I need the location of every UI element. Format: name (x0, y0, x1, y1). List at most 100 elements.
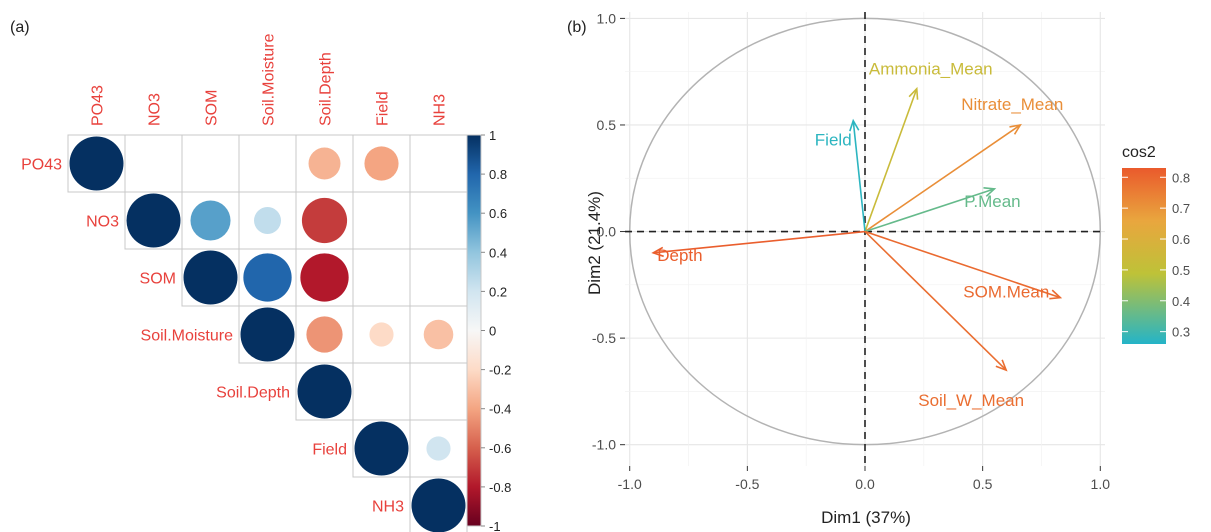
x-tick-label: 0.5 (973, 476, 993, 492)
corr-cell (409, 305, 468, 364)
arrow-nitrate-mean (864, 124, 1021, 233)
corr-circle-po43-soil-depth (308, 147, 341, 180)
x-tick-label: -0.5 (735, 476, 759, 492)
row-label-field: Field (312, 442, 347, 459)
colorbar-tick-label: 0.4 (489, 245, 507, 260)
legend-colorbar (1122, 168, 1166, 344)
x-tick-label: -1.0 (618, 476, 642, 492)
col-label-som: SOM (204, 90, 221, 126)
correlation-circles (69, 136, 466, 532)
corr-circle-som-som (183, 250, 238, 305)
corr-circle-soil-moisture-soil-depth (306, 316, 343, 353)
arrow-soil-w-mean (864, 230, 1007, 371)
arrow-som-mean (864, 230, 1061, 299)
legend-title: cos2 (1122, 144, 1156, 161)
corr-circle-soil-moisture-soil-moisture (240, 307, 295, 362)
correlation-colorbar: 1 0.8 0.6 0.4 0.2 0 -0.2 -0.4 -0.6 -0.8 -1 (466, 128, 511, 532)
arrowhead-field (849, 118, 860, 132)
panel-b-label: (b) (567, 19, 587, 36)
x-axis-title: Dim1 (37%) (821, 508, 911, 527)
corr-circle-po43-field (364, 146, 399, 181)
colorbar-tick-label: 0.6 (489, 206, 507, 221)
colorbar-tick-label: -0.2 (489, 363, 511, 378)
colorbar-tick-label: 1 (489, 128, 496, 143)
corr-cell (409, 191, 468, 250)
arrow-depth (653, 230, 866, 254)
col-label-no3: NO3 (147, 93, 164, 126)
corr-cell (409, 248, 468, 307)
pca-arrows: Ammonia_Mean Nitrate_Mean Field P.Mean Depth… (651, 60, 1063, 410)
arrow-label-p-mean: P.Mean (964, 192, 1020, 211)
colorbar-tick-label: -1 (489, 519, 501, 532)
corr-circle-som-soil-moisture (243, 253, 292, 302)
arrowhead-p-mean (983, 186, 997, 197)
col-label-nh3: NH3 (432, 94, 449, 126)
x-tick-label: 0.0 (855, 476, 875, 492)
row-label-no3: NO3 (86, 214, 119, 231)
corr-circle-som-soil-depth (300, 253, 349, 302)
arrowhead-ammonia-mean (908, 86, 919, 100)
arrow-label-depth: Depth (657, 246, 702, 265)
y-axis-title: Dim2 (21.4%) (585, 191, 604, 295)
legend-tick-label: 0.4 (1172, 294, 1190, 309)
corr-circle-po43-po43 (69, 136, 124, 191)
panel-a-label: (a) (10, 19, 30, 36)
col-label-field: Field (375, 91, 392, 126)
corr-cell (238, 134, 297, 193)
corr-cell (352, 248, 411, 307)
corr-cell (409, 134, 468, 193)
corr-circle-no3-soil-moisture (254, 207, 281, 234)
cos2-legend: cos2 0.8 0.7 0.6 0.5 0.4 0.3 (1122, 144, 1190, 344)
row-label-soil-depth: Soil.Depth (216, 385, 290, 402)
corr-cell (352, 362, 411, 421)
arrow-field (852, 120, 866, 232)
legend-tick-label: 0.5 (1172, 263, 1190, 278)
y-tick-label: 1.0 (597, 10, 617, 26)
corr-cell (352, 191, 411, 250)
corr-cell (124, 134, 183, 193)
colorbar-tick-label: -0.8 (489, 480, 511, 495)
colorbar-tick-label: 0.8 (489, 167, 507, 182)
legend-tick-label: 0.3 (1172, 325, 1190, 340)
arrow-label-som-mean: SOM.Mean (963, 283, 1049, 302)
arrow-ammonia-mean (864, 88, 918, 232)
pca-biplot: -1.0 -0.5 0.0 0.5 1.0 1.0 0.5 0.0 -0.5 -1.0 Ammon… (585, 10, 1190, 527)
arrow-p-mean (864, 188, 995, 233)
colorbar-tick-label: 0 (489, 324, 496, 339)
row-label-som: SOM (140, 271, 176, 288)
corr-circle-soil-moisture-field (369, 322, 394, 347)
legend-tick-label: 0.6 (1172, 232, 1190, 247)
colorbar-tick-label: -0.4 (489, 402, 511, 417)
corr-circle-no3-soil-depth (301, 197, 348, 244)
corr-circle-soil-moisture-nh3 (423, 319, 454, 350)
arrowhead-depth (651, 246, 664, 258)
corr-circle-nh3-nh3 (411, 478, 466, 532)
corr-cell (409, 362, 468, 421)
arrow-label-soil-w-mean: Soil_W_Mean (918, 391, 1024, 410)
legend-tick-label: 0.8 (1172, 170, 1190, 185)
arrow-label-ammonia-mean: Ammonia_Mean (869, 60, 993, 79)
corr-circle-field-field (354, 421, 409, 476)
corr-circle-soil-depth-soil-depth (297, 364, 352, 419)
row-label-po43: PO43 (21, 157, 62, 174)
arrowhead-nitrate-mean (1009, 123, 1022, 135)
arrowhead-som-mean (1049, 289, 1063, 300)
corr-circle-field-nh3 (426, 436, 451, 461)
correlation-labels: PO43 PO43 NO3 NO3 SOM SOM Soil.Moisture Soil.Mo… (21, 33, 448, 515)
col-label-soil-depth: Soil.Depth (318, 52, 335, 126)
arrowhead-soil-w-mean (995, 359, 1008, 372)
colorbar-gradient (467, 135, 481, 526)
correlation-plot: PO43 PO43 NO3 NO3 SOM SOM Soil.Moisture Soil.Mo… (21, 33, 511, 532)
x-tick-label: 1.0 (1091, 476, 1111, 492)
y-tick-label: -0.5 (592, 330, 616, 346)
corr-cell (181, 134, 240, 193)
col-label-soil-moisture: Soil.Moisture (261, 33, 278, 126)
legend-tick-label: 0.7 (1172, 201, 1190, 216)
row-label-soil-moisture: Soil.Moisture (141, 328, 234, 345)
corr-circle-no3-som (190, 200, 231, 241)
y-tick-label: -1.0 (592, 437, 616, 453)
col-label-po43: PO43 (90, 85, 107, 126)
row-label-nh3: NH3 (372, 499, 404, 516)
y-tick-label: 0.5 (597, 117, 617, 133)
